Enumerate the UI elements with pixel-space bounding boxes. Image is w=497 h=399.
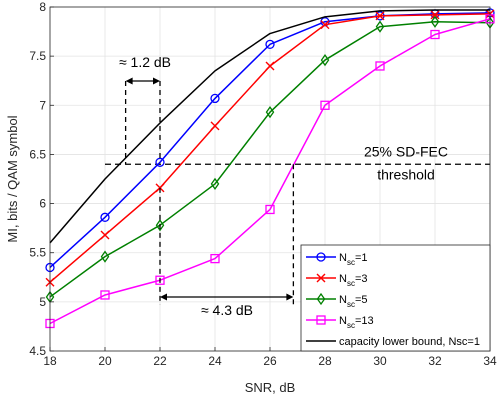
data-point (430, 15, 440, 28)
y-tick-label: 6 (39, 197, 46, 211)
data-point (210, 93, 220, 104)
y-axis-label: MI, bits / QAM symbol (5, 115, 20, 242)
legend-label: capacity lower bound, Nsc=1 (339, 336, 480, 348)
legend-label-sub: sc (347, 300, 355, 309)
data-point (320, 17, 330, 27)
legend-label-name: N (339, 315, 347, 327)
legend-label-suffix: =3 (355, 273, 368, 285)
data-point (316, 292, 326, 306)
legend-label: Nsc=3 (339, 273, 368, 288)
data-point-stroke (430, 10, 440, 20)
legend-label-sub: sc (347, 279, 355, 288)
threshold-label-line1: 25% SD-FEC (364, 143, 448, 159)
series-line (49, 18, 491, 325)
threshold: 25% SD-FEC threshold (105, 143, 490, 182)
x-tick-label: 28 (318, 354, 332, 368)
data-point (155, 275, 165, 285)
x-tick-label: 34 (483, 354, 497, 368)
data-point-stroke (265, 61, 275, 71)
annotations: ≈ 1.2 dB ≈ 4.3 dB (119, 54, 295, 318)
x-tick-label: 18 (43, 354, 57, 368)
arrow-head (160, 293, 167, 301)
series-line (49, 9, 490, 244)
y-tick-label: 5.5 (29, 246, 46, 260)
legend-label-name: N (339, 252, 347, 264)
arrow-head (153, 77, 160, 85)
x-tick-label: 22 (153, 354, 167, 368)
data-point (320, 53, 330, 67)
legend-label-suffix: =5 (355, 294, 368, 306)
legend-entry: Nsc=3 (306, 273, 368, 288)
y-tick-label: 4.5 (29, 344, 46, 358)
legend-box (300, 244, 491, 352)
legend-entry: Nsc=13 (306, 315, 374, 330)
data-point (430, 10, 440, 20)
x-tick-label: 30 (373, 354, 387, 368)
arrow-head (286, 293, 294, 301)
legend-label-name: N (339, 273, 347, 285)
data-point-stroke (210, 121, 220, 131)
data-point (210, 253, 220, 264)
data-point (100, 212, 110, 222)
legend-label-sub: sc (347, 321, 355, 330)
x-tick-label: 26 (263, 354, 277, 368)
data-point (375, 61, 385, 71)
series-line (49, 20, 491, 298)
data-point (320, 20, 330, 30)
data-point (155, 157, 165, 167)
data-point (316, 252, 326, 262)
y-tick-label: 7.5 (29, 49, 46, 63)
legend-label: Nsc=1 (339, 252, 368, 267)
data-point-stroke (320, 20, 330, 30)
legend-label-name: capacity lower bound, Nsc=1 (339, 336, 480, 348)
x-tick-label: 32 (428, 354, 442, 368)
data-point-stroke (316, 273, 326, 283)
annotation-label: ≈ 4.3 dB (201, 302, 253, 318)
series-4 (49, 9, 490, 244)
legend-label-name: N (339, 294, 347, 306)
legend-entry: capacity lower bound, Nsc=1 (306, 336, 480, 348)
y-tick-label: 8 (39, 0, 46, 14)
y-tick-label: 7 (39, 98, 46, 112)
legend-entry: Nsc=5 (306, 292, 368, 309)
data-point (375, 11, 385, 21)
legend-label-sub: sc (347, 258, 355, 267)
data-point (100, 290, 110, 300)
data-point (155, 219, 165, 232)
data-point (430, 29, 440, 40)
data-point (375, 20, 385, 33)
data-point (210, 177, 220, 191)
annotation-label: ≈ 1.2 dB (119, 54, 171, 70)
data-point-stroke (375, 11, 385, 21)
data-point (265, 39, 275, 49)
data-point (320, 100, 330, 110)
data-point (210, 121, 220, 131)
y-tick-label: 5 (39, 295, 46, 309)
threshold-label-line2: threshold (377, 166, 435, 182)
data-point (265, 204, 275, 215)
data-point (265, 106, 275, 119)
y-tick-label: 6.5 (29, 147, 46, 161)
legend-label: Nsc=5 (339, 294, 368, 309)
arrow-head (125, 77, 133, 85)
x-tick-label: 24 (208, 354, 222, 368)
legend-entry: Nsc=1 (306, 252, 368, 267)
legend-label-suffix: =1 (355, 252, 368, 264)
legend-label-suffix: =13 (355, 315, 374, 327)
data-point (316, 273, 326, 283)
ticks: 18 20 22 24 26 28 30 32 34 4.5 5 5.5 6 6.5 7 7.5 8 (29, 0, 497, 368)
data-point (100, 230, 110, 240)
data-point (316, 315, 326, 325)
data-point-stroke (100, 230, 110, 240)
data-point (265, 61, 275, 71)
x-axis-label: SNR, dB (245, 380, 296, 395)
data-point (100, 250, 110, 263)
x-tick-label: 20 (98, 354, 112, 368)
series-2 (45, 15, 495, 304)
legend-label: Nsc=13 (339, 315, 374, 330)
